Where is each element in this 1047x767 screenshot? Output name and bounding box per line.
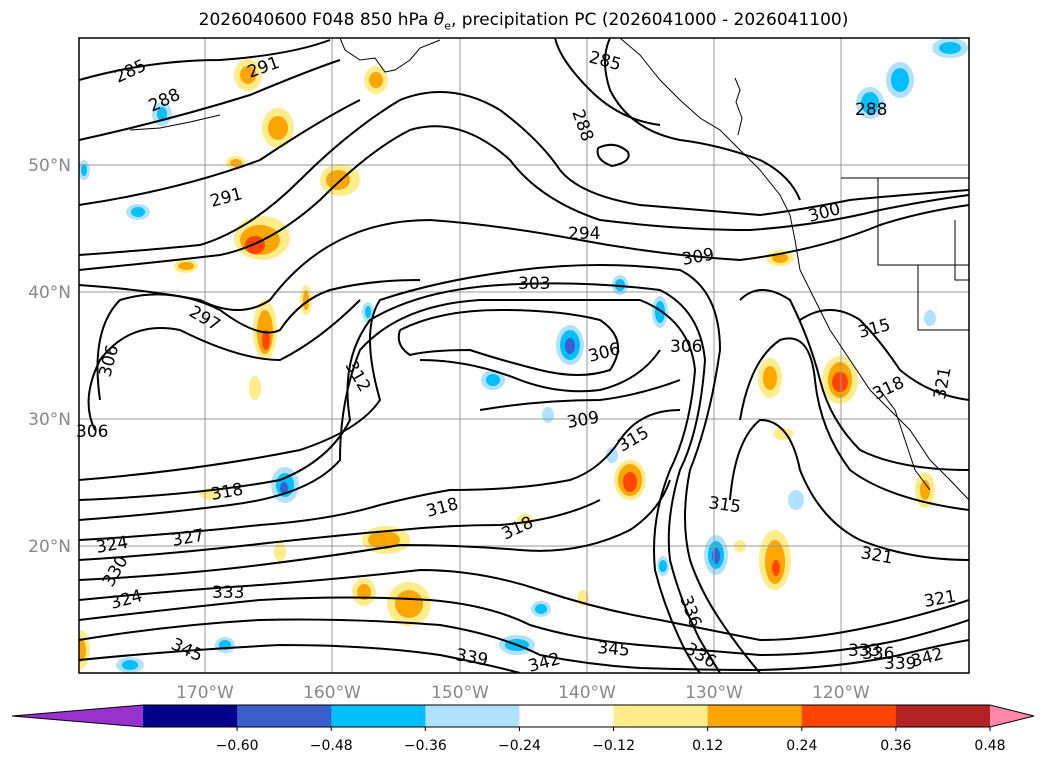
colorbar-tick-label: 0.36 <box>880 738 911 754</box>
contour-label-288c: 288 <box>855 100 887 120</box>
colorbar-tick-label: −0.36 <box>404 738 447 754</box>
colorbar-tick-label: 0.48 <box>974 738 1005 754</box>
colorbar-cell <box>519 705 615 727</box>
title-suffix: , precipitation PC (2026041000 - 2026041… <box>450 10 849 30</box>
coastlines <box>129 38 969 501</box>
contour-label-294: 294 <box>568 224 600 244</box>
colorbar-tick-label: −0.24 <box>498 738 541 754</box>
colorbar-cell <box>425 705 520 727</box>
lat-label-50n: 50°N <box>28 156 71 176</box>
lon-label-150w: 150°W <box>431 683 489 703</box>
colorbar-cell <box>143 705 238 727</box>
title-prefix: 2026040600 F048 850 hPa <box>198 10 429 30</box>
contour-label-336c: 336 <box>862 644 894 664</box>
contour-labels: 285 285 288 288 288 291 291 294 297 300 … <box>76 48 958 677</box>
colorbar-high-extend <box>990 705 1034 727</box>
title-theta: θ <box>433 10 445 30</box>
theta-e-contours <box>79 38 969 673</box>
contour-label-315b: 315 <box>707 493 742 517</box>
title-theta-subscript: e <box>444 19 451 33</box>
lon-label-130w: 130°W <box>685 683 743 703</box>
contour-label-333b: 333 <box>848 641 880 661</box>
contour-label-345b: 345 <box>597 638 631 661</box>
colorbar-tick-label: −0.48 <box>310 738 353 754</box>
contour-label-303: 303 <box>518 274 550 294</box>
colorbar-tick-label: 0.24 <box>786 738 817 754</box>
lat-label-20n: 20°N <box>28 537 71 557</box>
graticule <box>79 38 969 673</box>
colorbar-outline <box>11 704 1035 728</box>
longitude-labels: 170°W 160°W 150°W 140°W 130°W 120°W <box>176 683 870 703</box>
contour-label-306c: 306 <box>670 337 702 357</box>
map-title: 2026040600 F048 850 hPa θe, precipitatio… <box>0 10 1047 32</box>
lon-label-160w: 160°W <box>303 683 361 703</box>
latitude-labels: 50°N 40°N 30°N 20°N <box>28 156 71 557</box>
colorbar-low-extend <box>12 705 143 727</box>
lon-label-170w: 170°W <box>176 683 234 703</box>
contour-label-306d: 306 <box>76 422 108 442</box>
colorbar-tick-label: −0.12 <box>592 738 635 754</box>
colorbar: −0.60 −0.48 −0.36 −0.24 −0.12 0.12 0.24 0.36 0.4… <box>11 704 1035 754</box>
colorbar-cell <box>801 705 897 727</box>
map-area <box>79 38 969 673</box>
map-frame <box>78 37 970 674</box>
colorbar-tick-label: 0.12 <box>692 738 723 754</box>
lat-label-40n: 40°N <box>28 283 71 303</box>
contour-label-333: 333 <box>212 583 244 603</box>
colorbar-cell <box>895 705 991 727</box>
colorbar-cell <box>331 705 426 727</box>
colorbar-cell <box>707 705 803 727</box>
contour-label-339b: 339 <box>884 654 916 674</box>
colorbar-cell <box>613 705 709 727</box>
lon-label-120w: 120°W <box>812 683 870 703</box>
lat-label-30n: 30°N <box>28 410 71 430</box>
colorbar-cell <box>237 705 332 727</box>
colorbar-tick-label: −0.60 <box>216 738 259 754</box>
lon-label-140w: 140°W <box>558 683 616 703</box>
